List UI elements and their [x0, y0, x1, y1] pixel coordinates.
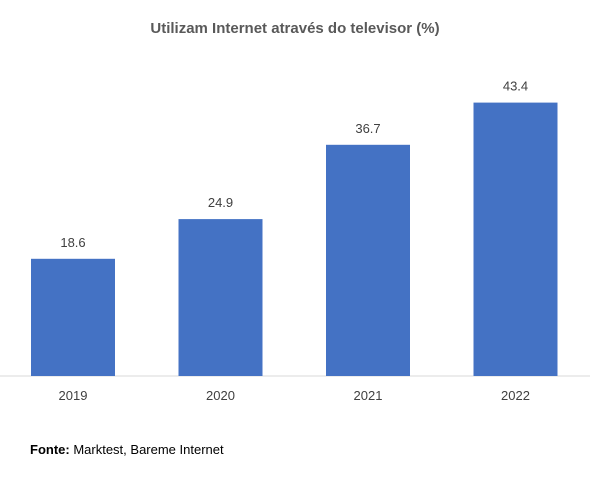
data-label-2022: 43.4 — [503, 79, 528, 94]
source-label: Fonte: — [30, 442, 70, 457]
data-label-2019: 18.6 — [60, 235, 85, 250]
x-tick-label-2021: 2021 — [354, 388, 383, 403]
bars-layer — [31, 102, 558, 376]
source-text: Marktest, Bareme Internet — [69, 442, 224, 457]
source-note: Fonte: Marktest, Bareme Internet — [30, 442, 224, 457]
x-tick-label-2022: 2022 — [501, 388, 530, 403]
data-label-2020: 24.9 — [208, 195, 233, 210]
bar-2019 — [31, 258, 115, 376]
data-labels-layer: 18.6 24.9 36.7 43.4 — [60, 79, 528, 250]
bar-2020 — [178, 219, 263, 376]
data-label-2021: 36.7 — [355, 121, 380, 136]
x-tick-label-2019: 2019 — [59, 388, 88, 403]
x-tick-label-2020: 2020 — [206, 388, 235, 403]
x-tick-labels-layer: 2019 2020 2021 2022 — [59, 388, 530, 403]
bar-2022 — [473, 102, 558, 376]
chart-title: Utilizam Internet através do televisor (… — [150, 20, 440, 37]
bar-2021 — [326, 144, 410, 376]
